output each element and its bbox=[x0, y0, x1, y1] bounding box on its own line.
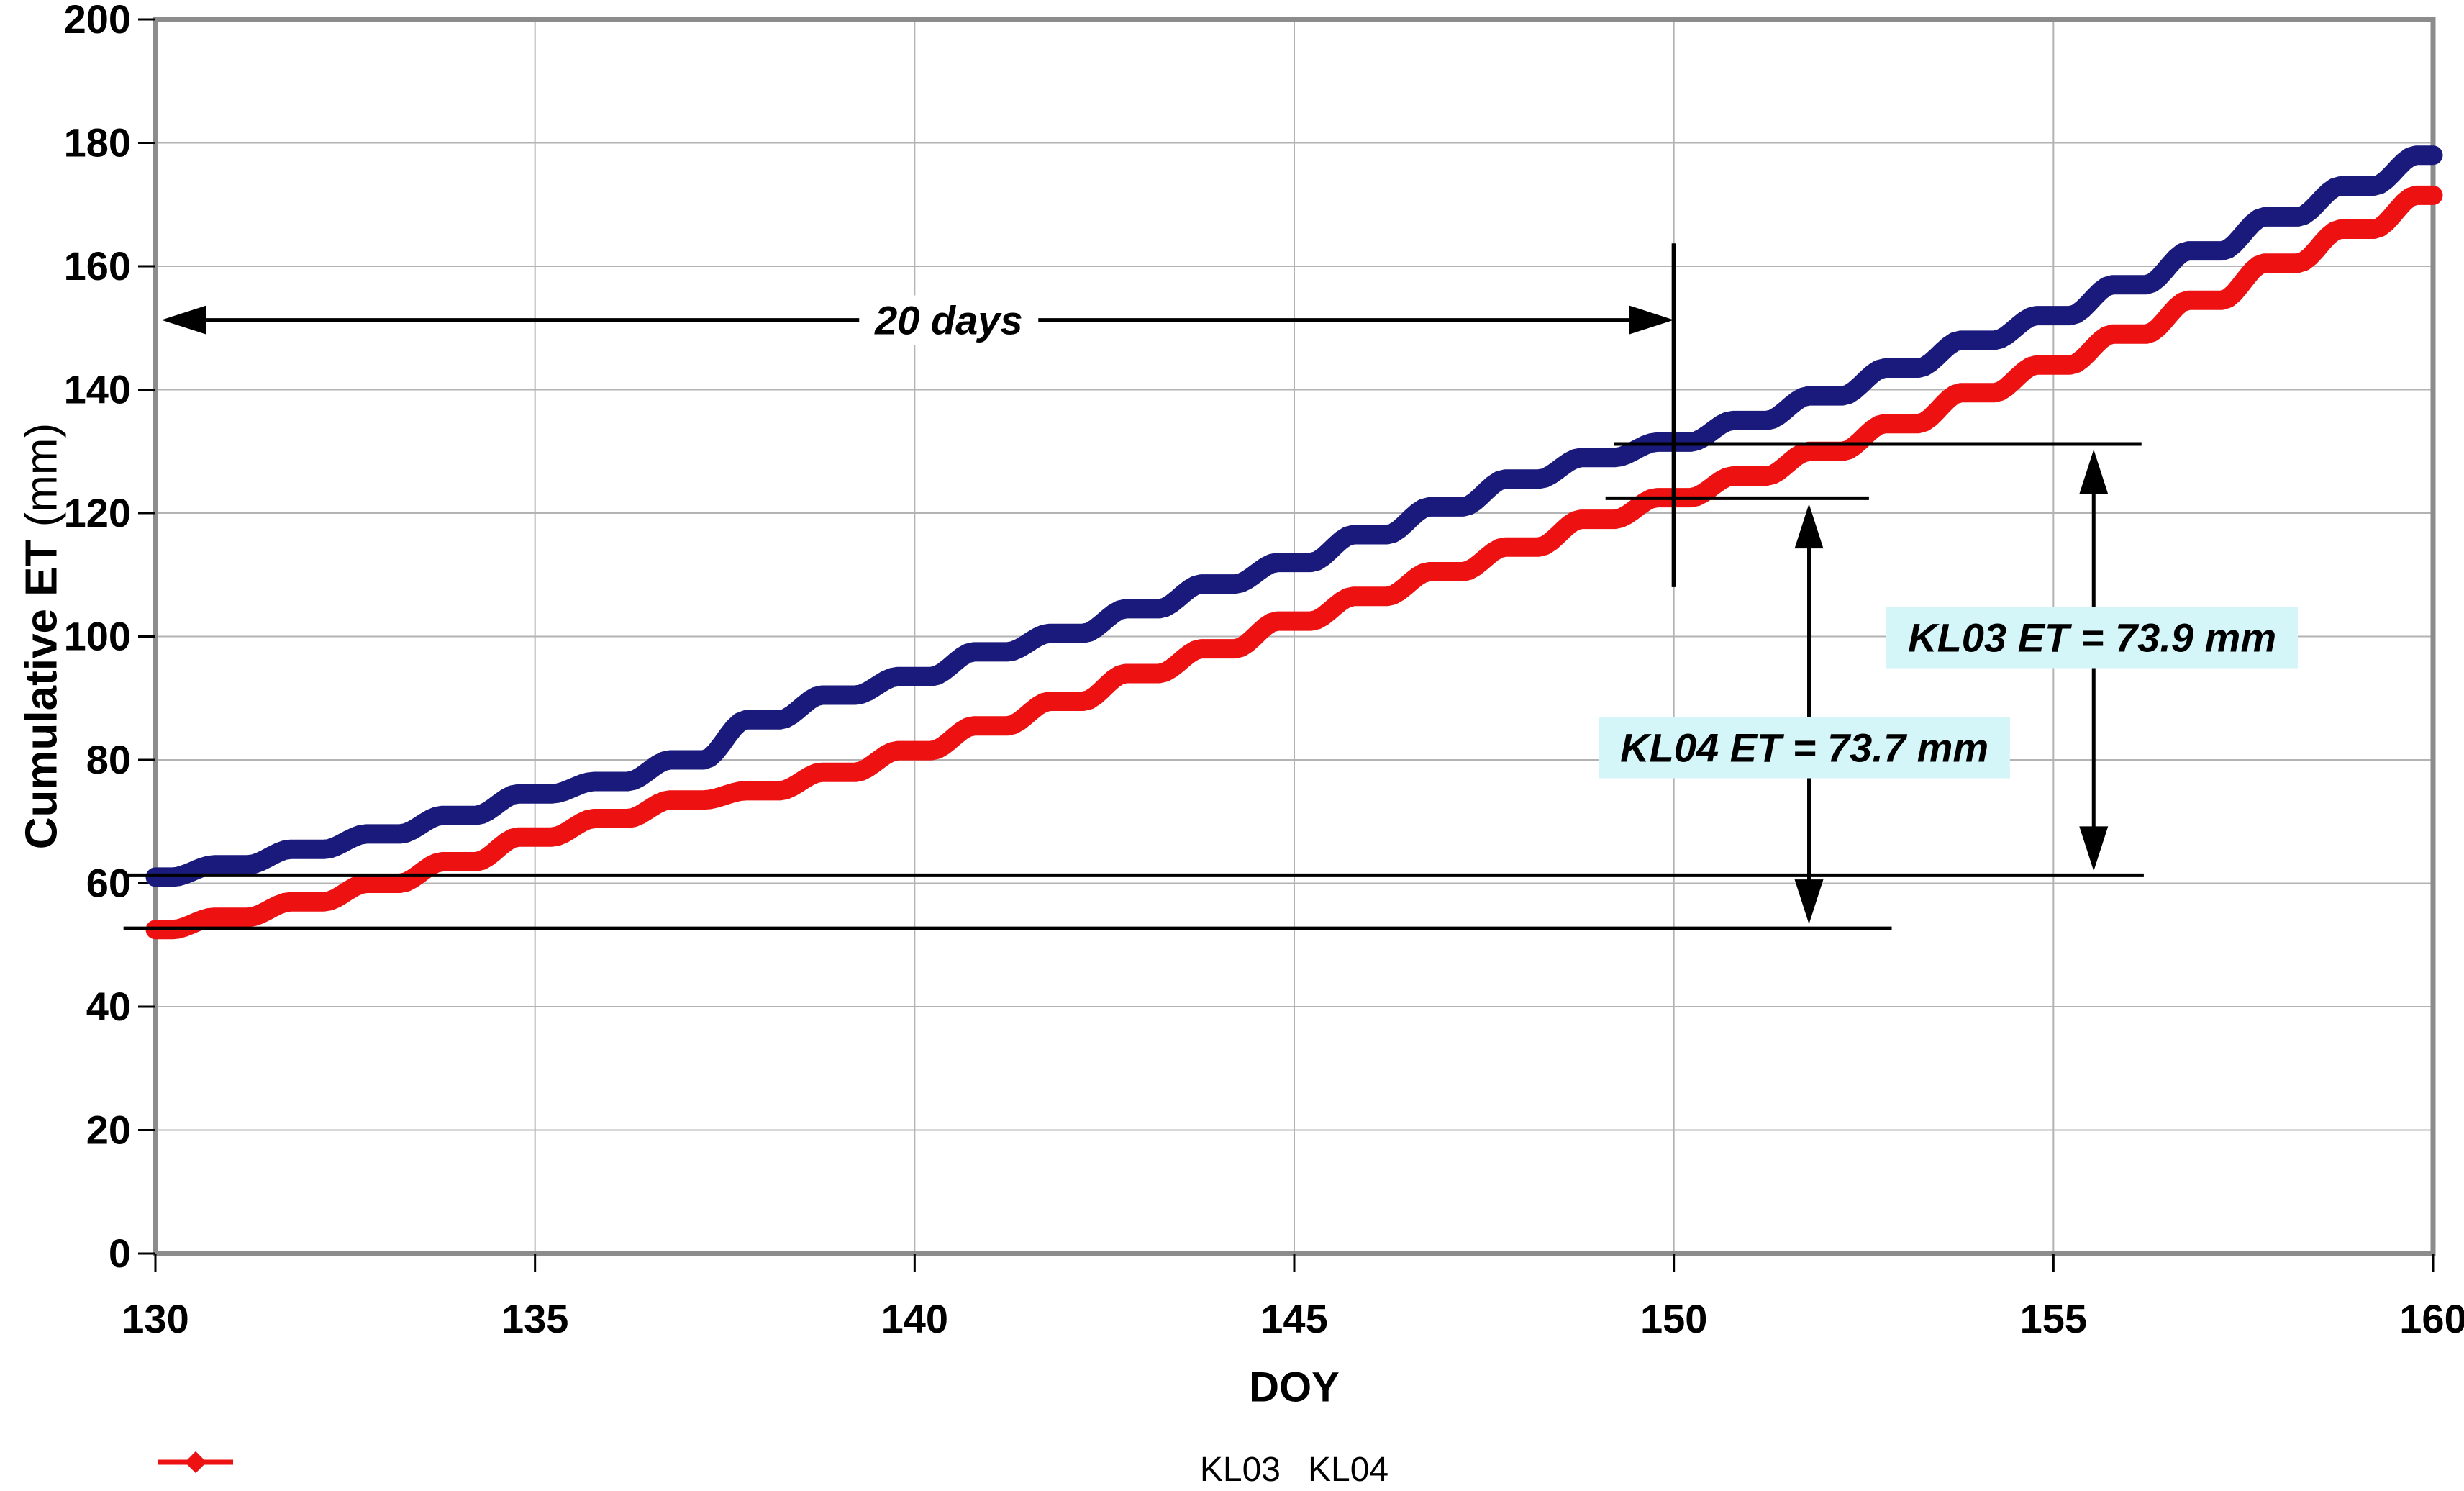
diamond-marker-icon bbox=[185, 1451, 206, 1473]
legend-label-kl04: KL04 bbox=[1308, 1450, 1389, 1489]
kl03-et-value-label: KL03 ET = 73.9 mm bbox=[1886, 607, 2299, 669]
span-20days-label: 20 days bbox=[859, 295, 1039, 345]
y-tick-label: 100 bbox=[64, 614, 131, 659]
x-tick-label: 160 bbox=[2399, 1296, 2464, 1341]
x-tick-label: 130 bbox=[122, 1296, 188, 1341]
y-tick-label: 60 bbox=[86, 861, 131, 906]
kl04-et-value-label: KL04 ET = 73.7 mm bbox=[1599, 717, 2011, 779]
kl04-et-arrow-head-up bbox=[1794, 504, 1824, 549]
y-axis-title-text: Cumulative ET bbox=[17, 539, 67, 850]
y-axis-title: Cumulative ET (mm) bbox=[17, 423, 68, 849]
x-axis-title: DOY bbox=[1249, 1364, 1340, 1411]
x-tick-label: 135 bbox=[501, 1296, 568, 1341]
y-tick-label: 80 bbox=[86, 737, 131, 782]
span-arrowhead-right bbox=[1629, 305, 1674, 335]
y-tick-label: 160 bbox=[64, 243, 131, 289]
y-axis-unit-text: (mm) bbox=[17, 422, 67, 527]
kl03-et-arrow-head-down bbox=[2079, 826, 2109, 871]
y-tick-label: 200 bbox=[64, 0, 131, 42]
span-arrowhead-left bbox=[161, 305, 206, 335]
y-axis-title-unit bbox=[17, 527, 67, 539]
legend-marker-kl04 bbox=[158, 1451, 233, 1473]
kl03-et-arrow-head-up bbox=[2079, 449, 2109, 494]
y-tick-label: 40 bbox=[86, 984, 131, 1029]
y-tick-label: 20 bbox=[86, 1107, 131, 1153]
legend-item-kl04: KL04 bbox=[158, 1450, 1389, 1490]
kl04-curve bbox=[145, 185, 2443, 940]
x-tick-label: 150 bbox=[1640, 1296, 1707, 1341]
legend: KL03 KL04 bbox=[155, 1449, 2433, 1490]
y-tick-label: 180 bbox=[64, 120, 131, 166]
x-tick-label: 155 bbox=[2020, 1296, 2087, 1341]
y-tick-label: 0 bbox=[109, 1231, 131, 1276]
legend-label-kl03: KL03 bbox=[1199, 1450, 1281, 1489]
kl03-curve bbox=[145, 145, 2443, 887]
legend-item-kl03: KL03 bbox=[158, 1450, 1281, 1490]
kl04-et-arrow-head-down bbox=[1794, 879, 1824, 925]
y-tick-label: 120 bbox=[64, 490, 131, 535]
y-tick-label: 140 bbox=[64, 367, 131, 412]
x-tick-label: 140 bbox=[881, 1296, 948, 1341]
x-tick-label: 145 bbox=[1260, 1296, 1327, 1341]
